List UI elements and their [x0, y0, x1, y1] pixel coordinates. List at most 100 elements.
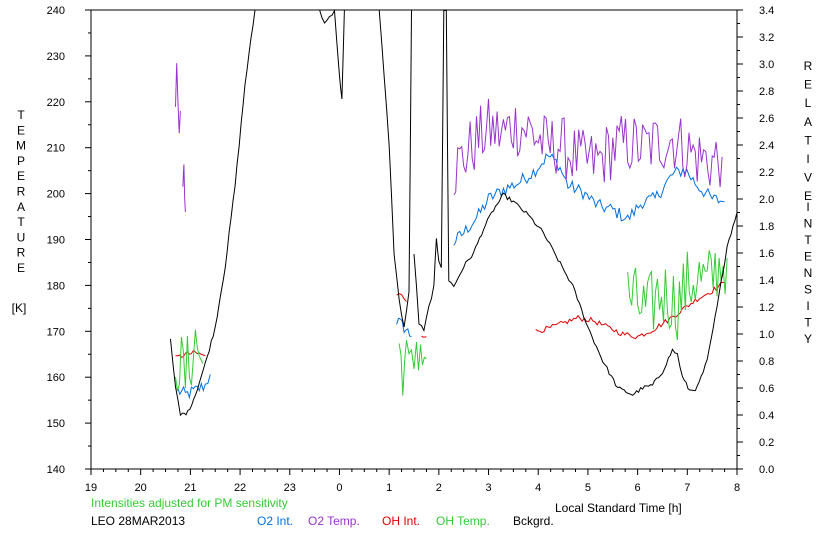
- legend: O2 Int. O2 Temp. OH Int. OH Temp. Bckgrd.: [257, 514, 554, 528]
- legend-entry: O2 Temp.: [308, 514, 360, 528]
- y-right-tick-label: 0.4: [759, 410, 774, 422]
- y-left-tick-label: 220: [47, 97, 65, 109]
- series-line-segment: [182, 164, 186, 213]
- series-line-segment: [319, 8, 345, 100]
- right-axis-label-letter: I: [806, 200, 809, 214]
- y-right-tick-label: 2.6: [759, 113, 774, 125]
- y-right-tick-label: 1.6: [759, 248, 774, 260]
- x-tick-label: 4: [535, 482, 541, 494]
- y-right-tick-label: 0.2: [759, 437, 774, 449]
- left-axis-label-letter: M: [16, 139, 26, 153]
- y-right-tick-label: 3.4: [759, 5, 774, 17]
- y-right-tick-label: 1.8: [759, 221, 774, 233]
- y-right-tick-label: 2.8: [759, 86, 774, 98]
- left-axis-label-letter: P: [17, 154, 25, 168]
- y-left-tick-label: 210: [47, 143, 65, 155]
- x-tick-label: 1: [386, 482, 392, 494]
- series-line-segment: [421, 335, 427, 338]
- y-left-tick-label: 240: [47, 5, 65, 17]
- y-left-tick-label: 140: [47, 464, 65, 476]
- left-axis-label-letter: A: [17, 200, 25, 214]
- series-line-segment: [396, 293, 407, 302]
- y-right-tick-label: 3.0: [759, 59, 774, 71]
- station-date: LEO 28MAR2013: [91, 514, 185, 528]
- left-axis-label-letter: R: [17, 185, 26, 199]
- y-right-tick-label: 2.0: [759, 194, 774, 206]
- y-left-tick-label: 230: [47, 51, 65, 63]
- series-line-segment: [177, 374, 211, 400]
- y-left-tick-label: 190: [47, 235, 65, 247]
- series-line-segment: [396, 317, 412, 338]
- x-tick-label: 22: [234, 482, 246, 494]
- series-layer: [170, 8, 738, 417]
- x-tick-label: 3: [485, 482, 491, 494]
- right-axis-label-letter: T: [804, 316, 812, 330]
- series-line-segment: [413, 9, 738, 396]
- series-line-segment: [398, 340, 427, 396]
- series-line-segment: [627, 250, 728, 341]
- left-axis-unit: [K]: [12, 301, 27, 315]
- right-axis-label-letter: L: [805, 96, 812, 110]
- right-axis-label-letter: T: [804, 233, 812, 247]
- y-left-tick-label: 170: [47, 326, 65, 338]
- x-tick-label: 8: [734, 482, 740, 494]
- y-left-tick-label: 180: [47, 280, 65, 292]
- y-right-tick-label: 1.4: [759, 275, 774, 287]
- right-axis-label-letter: E: [804, 250, 812, 264]
- x-axis-title: Local Standard Time [h]: [555, 501, 682, 515]
- sensitivity-note: Intensities adjusted for PM sensitivity: [91, 496, 288, 510]
- left-axis-label-letter: R: [17, 246, 26, 260]
- y-right-tick-label: 0.8: [759, 356, 774, 368]
- series-o2-int: [177, 153, 725, 400]
- right-axis-label-letter: E: [804, 78, 812, 92]
- right-axis-label-letter: E: [804, 189, 812, 203]
- y-right-tick-label: 1.2: [759, 302, 774, 314]
- y-right-tick-label: 1.0: [759, 329, 774, 341]
- series-line-segment: [170, 9, 256, 417]
- right-axis-label-letter: A: [804, 115, 812, 129]
- y-right-tick-label: 2.2: [759, 167, 774, 179]
- right-axis-label-letter: N: [804, 217, 813, 231]
- x-tick-label: 6: [635, 482, 641, 494]
- axes: 19 20 21 22 23 0 1 2 3 4 5 6 7 8140150160170180190200…: [47, 5, 775, 494]
- series-line-segment: [453, 153, 725, 246]
- series-line-segment: [453, 98, 723, 196]
- left-axis-label-letter: E: [17, 261, 25, 275]
- x-tick-label: 5: [585, 482, 591, 494]
- x-tick-label: 7: [684, 482, 690, 494]
- left-axis-label-letter: E: [17, 123, 25, 137]
- series-o2-temp: [175, 63, 723, 213]
- x-tick-label: 19: [85, 482, 97, 494]
- y-right-tick-label: 0.0: [759, 464, 774, 476]
- plot-frame: [90, 9, 738, 470]
- series-line-segment: [175, 63, 181, 134]
- x-tick-label: 20: [135, 482, 147, 494]
- series-line-segment: [175, 329, 204, 392]
- right-axis-label-letter: T: [804, 133, 812, 147]
- x-tick-label: 23: [284, 482, 296, 494]
- right-axis-label-letter: Y: [804, 332, 812, 346]
- y-left-tick-label: 150: [47, 418, 65, 430]
- right-axis-label-letter: S: [804, 283, 812, 297]
- left-axis-label-letter: T: [17, 108, 25, 122]
- legend-entry: OH Int.: [382, 514, 420, 528]
- right-axis-label-letter: I: [806, 299, 809, 313]
- left-axis-label-letter: U: [17, 230, 26, 244]
- y-right-tick-label: 3.2: [759, 32, 774, 44]
- plot-border: [90, 9, 738, 470]
- series-oh-int: [175, 281, 725, 358]
- right-axis-label-letter: N: [804, 266, 813, 280]
- legend-entry: OH Temp.: [436, 514, 490, 528]
- series-line-segment: [378, 9, 412, 328]
- y-right-tick-label: 2.4: [759, 140, 774, 152]
- legend-entry: O2 Int.: [257, 514, 293, 528]
- x-tick-label: 21: [184, 482, 196, 494]
- series-line-segment: [175, 349, 206, 358]
- x-tick-label: 2: [436, 482, 442, 494]
- left-axis-label-letter: T: [17, 215, 25, 229]
- right-axis-label-letter: R: [804, 59, 813, 73]
- y-right-tick-label: 0.6: [759, 383, 774, 395]
- series-bckgrd: [170, 8, 738, 417]
